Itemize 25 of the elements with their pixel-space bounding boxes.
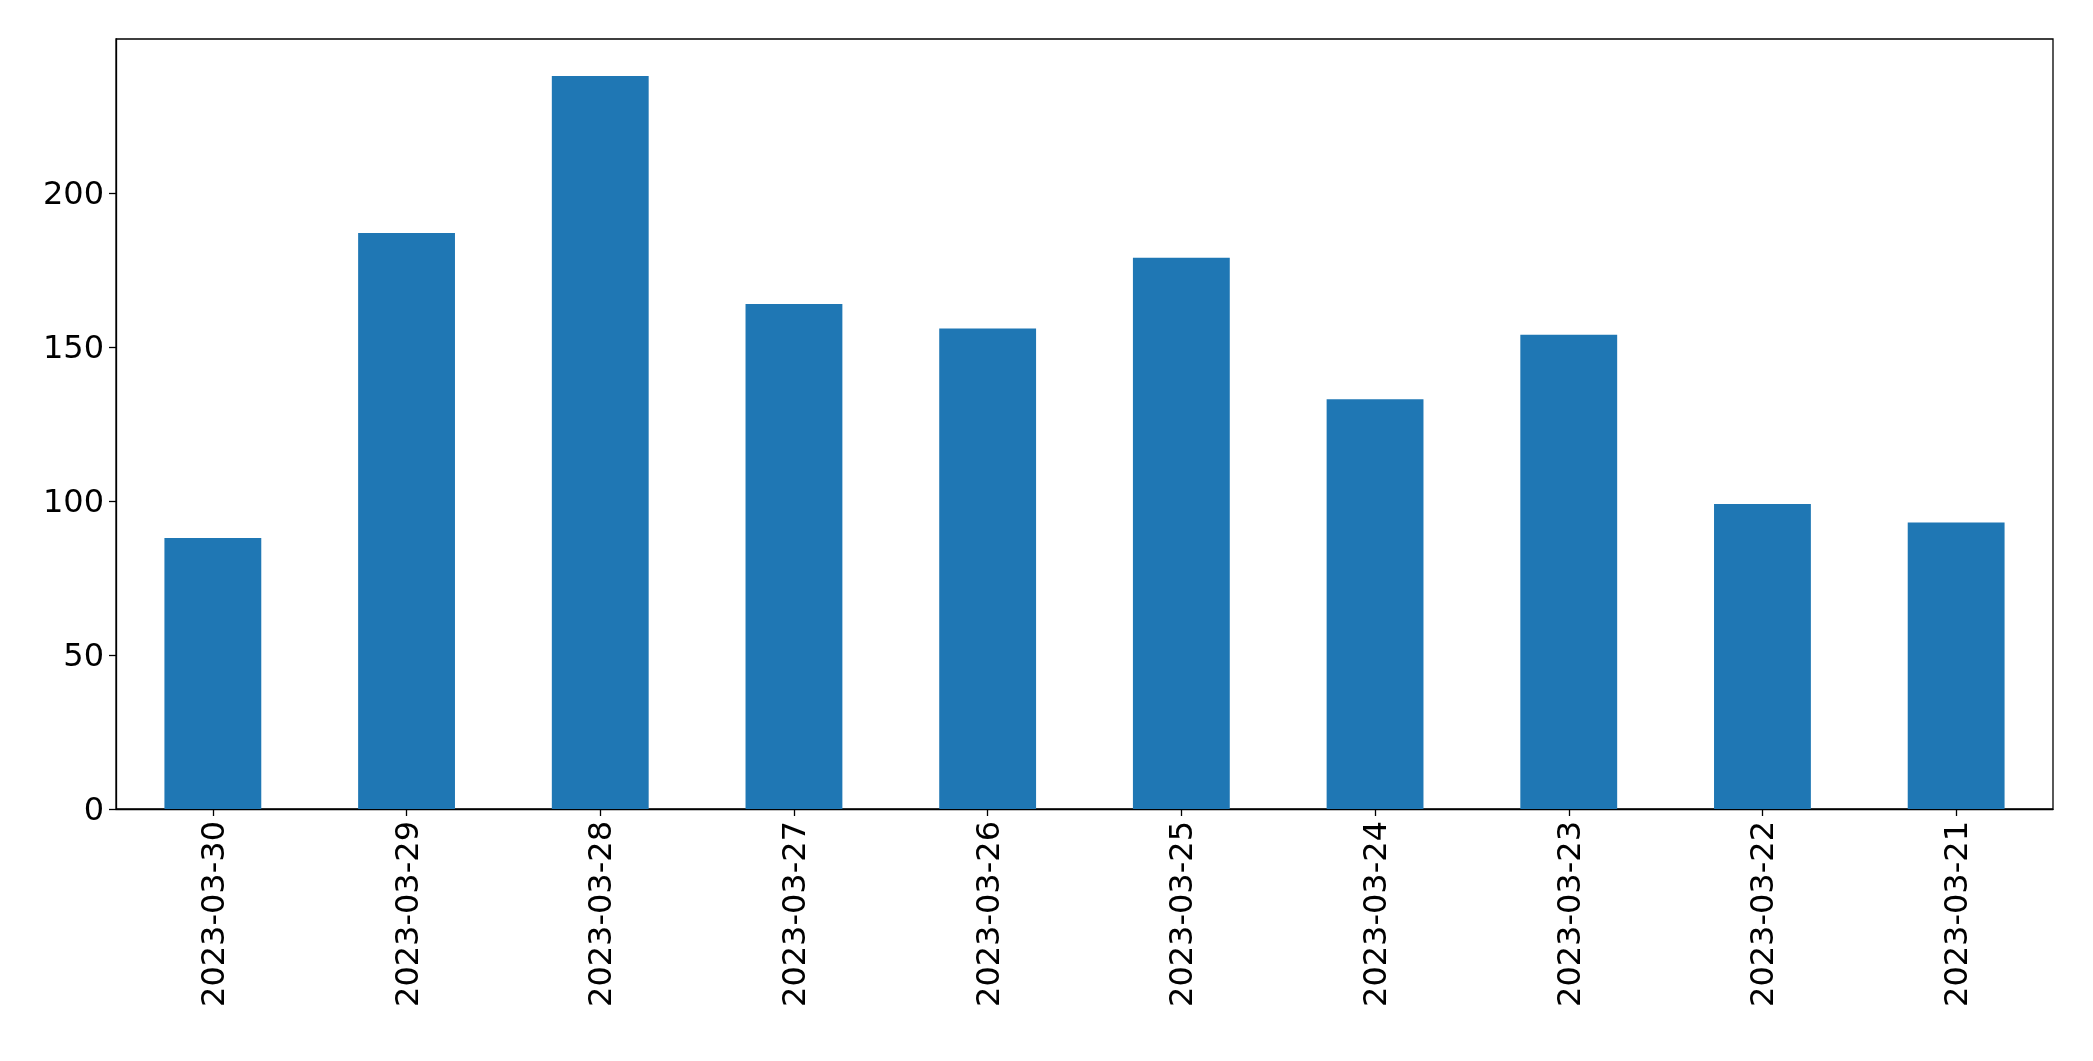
bar [551, 75, 649, 809]
y-tick-label: 100 [42, 482, 104, 520]
bar [1326, 399, 1424, 809]
bar [1520, 334, 1618, 809]
x-tick-label: 2023-03-26 [968, 821, 1007, 1007]
bar [164, 537, 262, 809]
y-tick-label: 150 [42, 328, 104, 366]
x-tick-label: 2023-03-29 [387, 821, 426, 1007]
bar [939, 328, 1037, 809]
x-tick-label: 2023-03-27 [774, 821, 813, 1007]
bar [1714, 504, 1811, 809]
x-tick-label: 2023-03-28 [581, 821, 620, 1007]
bar [745, 303, 843, 809]
x-tick-label: 2023-03-23 [1549, 821, 1588, 1007]
bar [1132, 257, 1230, 809]
x-tick-label: 2023-03-30 [193, 821, 232, 1007]
bar [1907, 522, 2005, 809]
y-tick-label: 200 [42, 174, 104, 212]
y-tick-label: 0 [83, 790, 104, 828]
x-tick-label: 2023-03-25 [1162, 821, 1201, 1007]
x-tick-label: 2023-03-22 [1743, 821, 1782, 1007]
y-tick-label: 50 [63, 636, 104, 674]
x-tick-label: 2023-03-21 [1937, 821, 1976, 1007]
bar [358, 233, 455, 809]
x-tick-label: 2023-03-24 [1356, 821, 1395, 1007]
